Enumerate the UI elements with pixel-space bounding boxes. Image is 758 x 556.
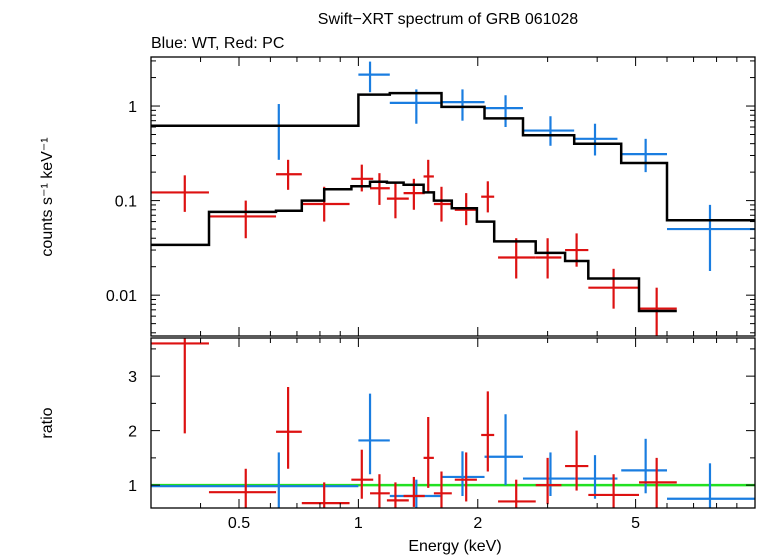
- y-tick-label: 3: [128, 369, 137, 386]
- data-point-wt-8: [667, 463, 755, 508]
- data-point-pc-3: [301, 186, 350, 222]
- data-point-wt-8: [667, 204, 755, 272]
- data-point-pc-9: [433, 471, 452, 508]
- x-tick-label: 5: [631, 515, 640, 532]
- data-point-pc-15: [588, 268, 640, 309]
- data-point-wt-4: [484, 95, 523, 128]
- data-point-pc-14: [565, 430, 589, 491]
- data-point-wt-7: [621, 438, 668, 494]
- data-point-pc-8: [423, 159, 434, 194]
- model-step-line-2: [151, 91, 755, 222]
- chart-subtitle: Blue: WT, Red: PC: [151, 35, 284, 52]
- data-point-wt-2: [389, 89, 442, 124]
- data-point-pc-13: [535, 238, 562, 279]
- data-point-wt-6: [574, 455, 618, 499]
- data-point-pc-2: [276, 387, 302, 469]
- data-point-pc-0: [151, 175, 209, 212]
- y-tick-label: 1: [128, 478, 137, 495]
- data-point-wt-7: [621, 138, 668, 173]
- data-point-wt-0: [151, 452, 359, 508]
- data-point-wt-4: [484, 414, 523, 486]
- data-point-pc-6: [386, 482, 409, 508]
- data-point-pc-7: [403, 476, 425, 507]
- data-point-pc-8: [423, 417, 434, 488]
- y-axis-label-ratio: ratio: [39, 407, 56, 438]
- data-point-pc-1: [208, 200, 277, 239]
- data-point-pc-0: [151, 338, 209, 434]
- y-tick-label: 0.01: [106, 288, 137, 305]
- x-tick-label: 2: [473, 515, 482, 532]
- data-point-pc-5: [370, 474, 390, 508]
- data-point-pc-9: [433, 186, 452, 222]
- data-point-wt-1: [358, 61, 390, 93]
- data-point-pc-10: [454, 452, 477, 502]
- data-point-wt-0: [151, 104, 359, 160]
- model-step-line-3: [151, 180, 677, 313]
- panel-frame-spectrum: [150, 56, 756, 337]
- data-point-pc-11: [481, 181, 495, 213]
- data-point-wt-6: [574, 123, 618, 156]
- x-axis-label: Energy (keV): [408, 538, 501, 555]
- y-axis-label-spectrum: counts s⁻¹ keV⁻¹: [39, 137, 56, 256]
- data-point-wt-3: [441, 451, 485, 497]
- data-point-wt-3: [441, 89, 485, 121]
- data-point-pc-12: [498, 238, 536, 279]
- data-point-pc-6: [386, 182, 409, 219]
- data-point-pc-13: [535, 457, 562, 505]
- data-point-pc-2: [276, 159, 302, 190]
- y-tick-label: 2: [128, 424, 137, 441]
- data-point-pc-1: [208, 468, 277, 508]
- plot-area-ratio: [151, 338, 755, 508]
- data-point-wt-1: [358, 393, 390, 475]
- data-point-pc-5: [370, 173, 390, 205]
- data-point-pc-4: [351, 449, 374, 499]
- data-point-pc-3: [301, 482, 350, 508]
- data-point-pc-15: [588, 474, 640, 508]
- data-point-pc-7: [403, 178, 425, 210]
- data-point-pc-12: [498, 479, 536, 508]
- y-tick-label: 1: [128, 99, 137, 116]
- data-point-pc-11: [481, 391, 495, 472]
- data-point-wt-5: [522, 116, 575, 146]
- data-point-pc-16: [639, 457, 677, 508]
- x-tick-label: 1: [354, 515, 363, 532]
- x-tick-label: 0.5: [228, 515, 250, 532]
- chart-title: Swift−XRT spectrum of GRB 061028: [318, 11, 579, 28]
- panel-frame-ratio: [150, 337, 756, 509]
- y-tick-label: 0.1: [115, 194, 137, 211]
- plot-area-spectrum: [151, 61, 755, 336]
